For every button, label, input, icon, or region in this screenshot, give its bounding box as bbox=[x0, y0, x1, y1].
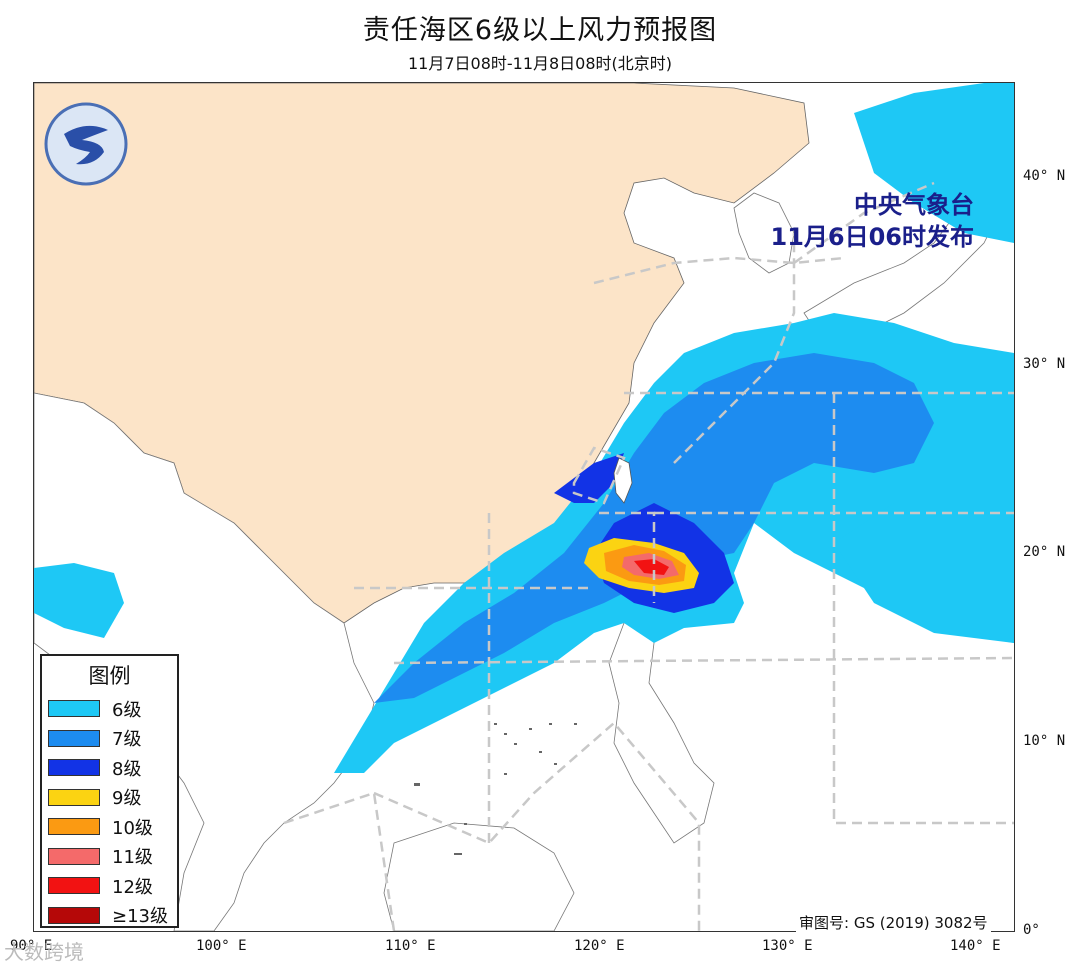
lat-label-40n: 40° N bbox=[1023, 168, 1066, 184]
legend-swatch bbox=[48, 729, 100, 747]
forecast-map[interactable]: 中央气象台 11月6日06时发布 bbox=[33, 82, 1015, 932]
legend-item: 11级 bbox=[42, 842, 177, 872]
watermark: 大数跨境 bbox=[4, 940, 84, 964]
map-canvas bbox=[34, 83, 1014, 931]
legend-item: ≥13级 bbox=[42, 901, 177, 931]
legend-swatch bbox=[48, 877, 100, 895]
legend-item: 9级 bbox=[42, 783, 177, 813]
lat-label-10n: 10° N bbox=[1023, 733, 1066, 749]
logo-icon bbox=[44, 102, 128, 186]
legend-label: ≥13级 bbox=[112, 906, 168, 928]
lat-label-30n: 30° N bbox=[1023, 356, 1066, 372]
legend-label: 6级 bbox=[112, 699, 142, 721]
legend-label: 12级 bbox=[112, 876, 153, 898]
legend-item: 10级 bbox=[42, 812, 177, 842]
philippines-land bbox=[608, 612, 715, 844]
map-subtitle: 11月7日08时-11月8日08时(北京时) bbox=[407, 54, 673, 73]
scs-islands bbox=[414, 723, 577, 855]
legend-label: 7级 bbox=[112, 729, 142, 751]
legend-label: 11级 bbox=[112, 847, 153, 869]
lon-label-90e: 90° E bbox=[10, 938, 53, 954]
wind-6-area-west bbox=[34, 563, 124, 638]
indochina-land bbox=[34, 392, 375, 931]
lon-label-120e: 120° E bbox=[574, 938, 625, 954]
legend-swatch bbox=[48, 788, 100, 806]
legend-title: 图例 bbox=[88, 664, 131, 688]
legend-swatch bbox=[48, 818, 100, 836]
legend-item: 7级 bbox=[42, 724, 177, 754]
lon-label-110e: 110° E bbox=[385, 938, 436, 954]
legend-label: 8级 bbox=[112, 758, 142, 780]
borneo-land bbox=[383, 822, 575, 931]
legend-swatch bbox=[48, 759, 100, 777]
legend-label: 10级 bbox=[112, 817, 153, 839]
lat-label-0: 0° bbox=[1023, 922, 1040, 938]
legend-box: 图例 6级 7级 8级 9级 10级 11级 12级 ≥13级 bbox=[40, 654, 179, 928]
lon-label-130e: 130° E bbox=[762, 938, 813, 954]
legend-swatch bbox=[48, 847, 100, 865]
lon-label-100e: 100° E bbox=[196, 938, 247, 954]
forecast-zone-lines bbox=[283, 181, 1014, 931]
legend-swatch bbox=[48, 700, 100, 718]
legend-list: 6级 7级 8级 9级 10级 11级 12级 ≥13级 bbox=[42, 694, 177, 930]
lon-label-140e: 140° E bbox=[950, 938, 1001, 954]
wind-6-area-japan bbox=[854, 83, 1014, 243]
wind-12-area bbox=[634, 559, 669, 575]
legend-swatch bbox=[48, 906, 100, 924]
map-title: 责任海区6级以上风力预报图 bbox=[362, 15, 718, 46]
lat-label-20n: 20° N bbox=[1023, 544, 1066, 560]
legend-item: 8级 bbox=[42, 753, 177, 783]
review-number: 审图号: GS (2019) 3082号 bbox=[796, 912, 991, 933]
legend-label: 9级 bbox=[112, 788, 142, 810]
legend-item: 12级 bbox=[42, 871, 177, 901]
issuer-time: 11月6日06时发布 bbox=[770, 223, 975, 251]
issuer-org: 中央气象台 bbox=[854, 191, 974, 219]
issuer-block: 中央气象台 11月6日06时发布 bbox=[771, 189, 975, 253]
wind-6-area-east bbox=[834, 493, 1014, 643]
legend-item: 6级 bbox=[42, 694, 177, 724]
cma-logo bbox=[42, 100, 130, 188]
